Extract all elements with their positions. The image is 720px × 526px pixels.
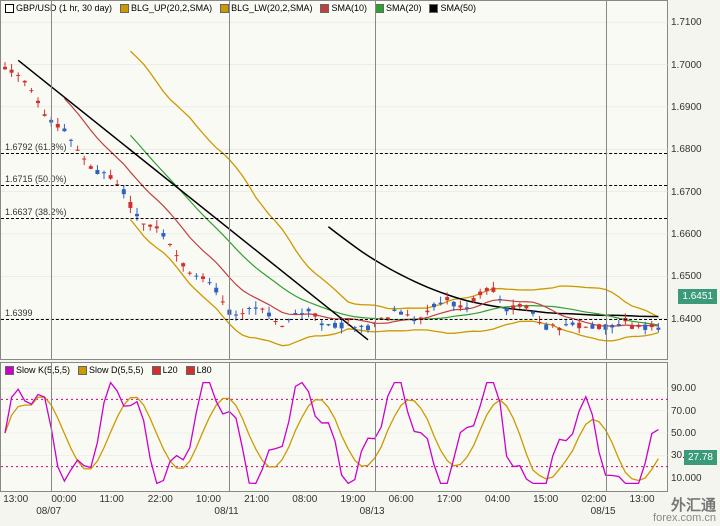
main-y-axis: 1.71001.70001.69001.68001.67001.66001.65… <box>669 1 715 359</box>
osc-flag: 27.78 <box>684 450 717 465</box>
oscillator-panel: Slow K(5,5,5) Slow D(5,5,5) L20 L80 90.0… <box>0 362 668 492</box>
oscillator-svg[interactable] <box>1 363 669 493</box>
sub-y-axis: 90.0070.0050.0030.0010.000 <box>669 363 715 491</box>
main-chart-panel: GBP/USD (1 hr, 30 day) BLG_UP(20,2,SMA) … <box>0 0 668 360</box>
price-flag: 1.6451 <box>678 289 717 304</box>
x-axis: 13:0000:0011:0022:0010:0021:0008:0019:00… <box>0 494 668 524</box>
watermark: 外汇通 forex.com.cn <box>653 500 716 524</box>
main-chart-svg[interactable] <box>1 1 669 361</box>
